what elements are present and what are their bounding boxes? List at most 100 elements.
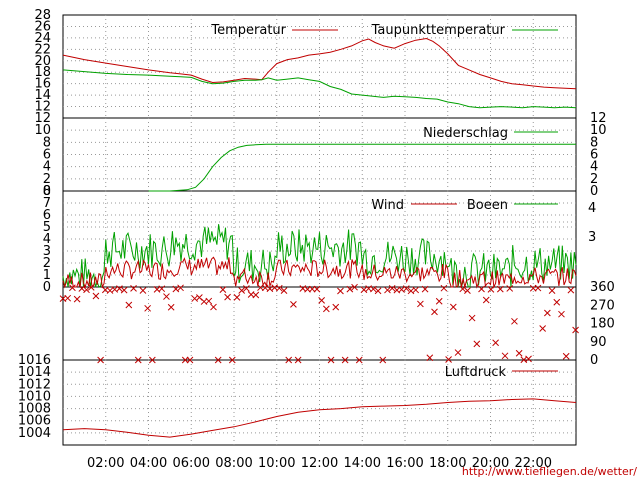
direction-mark (120, 286, 128, 294)
direction-mark (407, 287, 415, 295)
y-tick-label: 0 (43, 280, 51, 295)
direction-mark (435, 297, 443, 305)
x-tick-label: 06:00 (173, 456, 210, 471)
direction-point (374, 287, 382, 295)
y-tick-label: 6 (43, 208, 51, 223)
direction-point (64, 294, 72, 302)
y-tick-label: 1014 (18, 365, 51, 380)
direction-mark (440, 284, 448, 292)
direction-point (562, 352, 570, 360)
y2-tick-label: 180 (590, 317, 615, 332)
direction-mark (506, 285, 514, 292)
direction-mark (153, 286, 161, 293)
direction-point (534, 284, 542, 292)
direction-mark (172, 285, 180, 293)
direction-mark (252, 291, 260, 299)
grid-lines (63, 15, 576, 445)
y-tick-label: 26 (34, 19, 51, 34)
y2-tick-label: 10 (590, 123, 607, 138)
y2-tick-label: 12 (590, 111, 607, 126)
direction-point (511, 317, 518, 325)
legend-label-wind: Wind (371, 198, 404, 213)
direction-mark (191, 295, 199, 302)
y2-tick-label: 360 (590, 280, 615, 295)
direction-mark (402, 285, 410, 292)
y-tick-label: 1 (43, 268, 51, 283)
direction-mark (210, 303, 217, 311)
direction-mark (487, 286, 495, 293)
y-tick-label: 1016 (18, 353, 51, 368)
direction-mark (558, 310, 565, 318)
direction-mark (482, 296, 490, 304)
direction-mark (515, 349, 523, 357)
series-luftdruck (62, 398, 577, 438)
direction-point (454, 349, 462, 356)
footer-url: http://www.tiefliegen.de/wetter/ (462, 465, 637, 478)
direction-mark (379, 356, 387, 364)
direction-point (402, 285, 410, 292)
direction-mark (205, 297, 213, 305)
direction-mark (219, 286, 227, 294)
y2-tick-label: 6 (590, 148, 598, 163)
direction-point (69, 284, 76, 292)
direction-mark (224, 293, 231, 301)
direction-mark (468, 314, 476, 322)
y2-tick-label: 4 (588, 201, 596, 216)
direction-point (313, 285, 321, 293)
direction-point (482, 296, 490, 304)
direction-point (163, 293, 170, 300)
direction-mark (351, 283, 358, 291)
direction-mark (275, 284, 283, 292)
direction-mark (167, 303, 175, 311)
series-layer (59, 37, 579, 438)
y-tick-label: 12 (34, 111, 51, 126)
direction-point (384, 286, 391, 294)
direction-mark (459, 285, 467, 293)
y-tick-label: 8 (43, 184, 51, 199)
direction-point (388, 284, 396, 292)
direction-mark (496, 285, 504, 293)
direction-point (275, 284, 283, 292)
direction-point (360, 286, 368, 294)
direction-mark (412, 286, 420, 294)
direction-point (97, 356, 104, 364)
direction-mark (130, 285, 137, 292)
direction-mark (106, 287, 114, 294)
direction-mark (158, 285, 166, 293)
legend-precipitation: Niederschlag (423, 126, 558, 141)
legend-temperature: Temperatur Taupunkttemperatur (210, 23, 558, 38)
direction-mark (473, 340, 481, 348)
y2-tick-label: 270 (590, 298, 615, 313)
direction-mark (525, 355, 532, 363)
direction-point (78, 285, 86, 292)
y2-tick-label: 90 (590, 335, 607, 350)
direction-mark (87, 284, 95, 291)
direction-mark (431, 308, 438, 316)
direction-point (177, 284, 184, 292)
x-tick-label: 12:00 (301, 456, 338, 471)
direction-point (449, 303, 457, 311)
direction-point (421, 285, 429, 293)
legend-wind: Wind Boeen (371, 198, 558, 213)
x-tick-label: 14:00 (344, 456, 381, 471)
direction-point (487, 286, 495, 293)
direction-mark (449, 303, 457, 311)
y2-tick-label: 2 (590, 172, 598, 187)
direction-point (468, 314, 476, 322)
direction-mark (374, 287, 382, 295)
direction-point (567, 286, 575, 294)
direction-mark (214, 356, 222, 364)
direction-mark (544, 309, 551, 317)
direction-mark (501, 352, 509, 360)
y-tick-label: 4 (43, 232, 51, 247)
direction-point (459, 285, 467, 293)
direction-point (445, 356, 452, 363)
direction-mark (134, 356, 142, 364)
y-tick-label: 1010 (18, 389, 51, 404)
direction-mark (144, 304, 151, 312)
direction-mark (69, 284, 76, 292)
direction-mark (238, 287, 246, 294)
direction-point (548, 287, 556, 294)
direction-mark (393, 286, 401, 294)
direction-point (238, 287, 246, 294)
